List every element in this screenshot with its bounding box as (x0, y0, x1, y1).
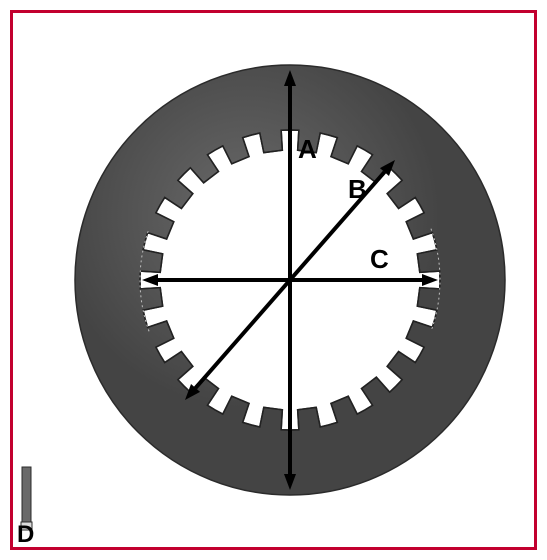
thickness-sample-body (22, 467, 31, 522)
diagram-svg (0, 0, 547, 560)
dimension-label-a: A (298, 134, 317, 165)
dimension-label-b: B (348, 174, 367, 205)
dimension-label-c: C (370, 244, 389, 275)
diagram-frame: A B C D (0, 0, 547, 560)
dimension-label-d: D (17, 521, 34, 549)
